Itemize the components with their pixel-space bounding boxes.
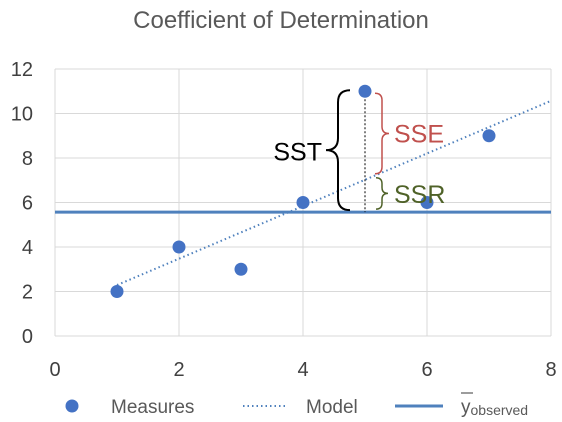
series-layer — [55, 84, 552, 298]
y-tick-label-4: 8 — [22, 148, 33, 170]
ssr-brace — [375, 177, 389, 210]
chart-title: Coefficient of Determination — [133, 7, 429, 34]
annotation-layer: SST SSE SSR — [273, 89, 445, 212]
y-tick-label-0: 0 — [22, 326, 33, 348]
legend-label-model: Model — [306, 397, 358, 418]
model-trendline — [116, 99, 552, 286]
y-tick-label-3: 6 — [22, 193, 33, 215]
legend: Measures Model yobserved — [65, 392, 528, 418]
legend-marker-measures — [65, 399, 79, 413]
y-tick-label-2: 4 — [22, 237, 33, 259]
legend-label-observed-main: y — [461, 397, 471, 418]
measure-point-4 — [296, 196, 310, 209]
x-tick-label-3: 6 — [421, 359, 432, 381]
legend-label-observed: yobserved — [461, 397, 528, 418]
measure-point-3 — [234, 262, 248, 276]
legend-label-measures: Measures — [111, 397, 194, 418]
measure-point-5 — [358, 84, 372, 98]
sse-brace — [374, 92, 390, 175]
y-tick-labels: 0 2 4 6 8 10 12 — [11, 59, 33, 348]
measure-point-7 — [482, 129, 496, 143]
sse-label: SSE — [394, 121, 444, 149]
measure-point-6 — [420, 196, 434, 209]
ssr-label: SSR — [394, 181, 445, 209]
sst-brace — [325, 89, 351, 212]
y-tick-label-5: 10 — [11, 104, 33, 126]
y-tick-label-6: 12 — [11, 59, 33, 81]
x-tick-label-2: 4 — [297, 359, 308, 381]
legend-label-observed-sub: observed — [471, 402, 529, 418]
sst-label: SST — [273, 139, 322, 167]
x-tick-label-4: 8 — [545, 359, 556, 381]
measure-point-1 — [110, 285, 124, 298]
measure-point-2 — [172, 240, 186, 254]
grid-lines — [54, 68, 552, 337]
x-tick-label-0: 0 — [49, 359, 60, 381]
y-tick-label-1: 2 — [22, 282, 33, 304]
x-tick-label-1: 2 — [173, 359, 184, 381]
x-tick-labels: 0 2 4 6 8 — [49, 359, 556, 381]
